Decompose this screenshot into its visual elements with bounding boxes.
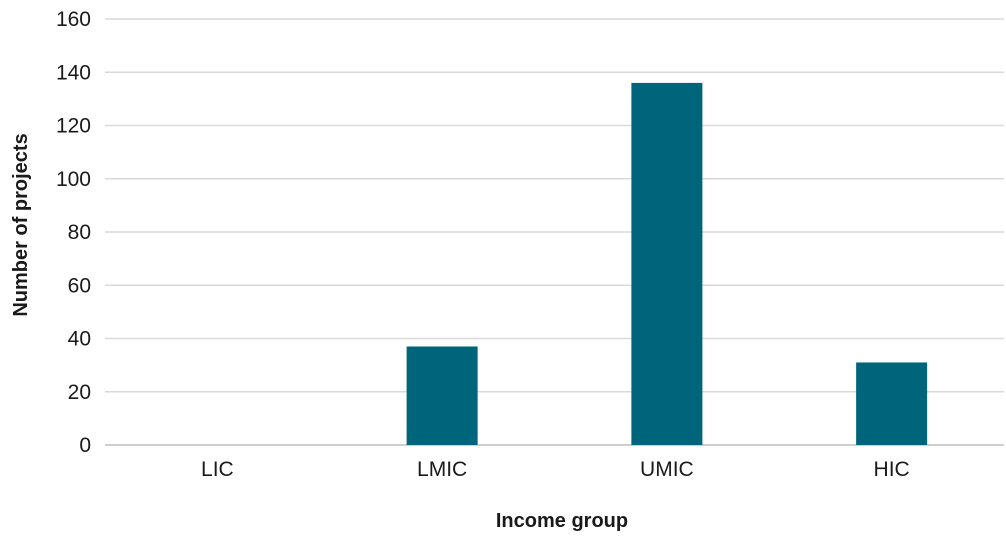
bar-hic	[856, 362, 928, 445]
x-tick-label: HIC	[874, 458, 910, 481]
x-tick-label: UMIC	[640, 458, 694, 481]
bar-lmic	[406, 346, 478, 445]
bar-umic	[631, 82, 703, 446]
y-tick-label: 60	[68, 274, 91, 297]
y-axis-ticks: 0 20 40 60 80 100 120 140 160	[56, 8, 91, 457]
bars	[406, 82, 928, 446]
y-tick-label: 80	[68, 221, 91, 244]
y-tick-label: 120	[56, 115, 91, 138]
y-axis-title: Number of projects	[10, 133, 32, 316]
x-axis-title: Income group	[496, 510, 628, 532]
y-tick-label: 0	[79, 434, 91, 457]
gridlines	[105, 18, 1004, 446]
x-tick-label: LMIC	[417, 458, 467, 481]
x-tick-label: LIC	[201, 458, 234, 481]
y-tick-label: 100	[56, 168, 91, 191]
y-tick-label: 40	[68, 328, 91, 351]
x-axis-ticks: LIC LMIC UMIC HIC	[201, 458, 910, 481]
y-tick-label: 160	[56, 8, 91, 31]
y-tick-label: 140	[56, 61, 91, 84]
y-tick-label: 20	[68, 381, 91, 404]
